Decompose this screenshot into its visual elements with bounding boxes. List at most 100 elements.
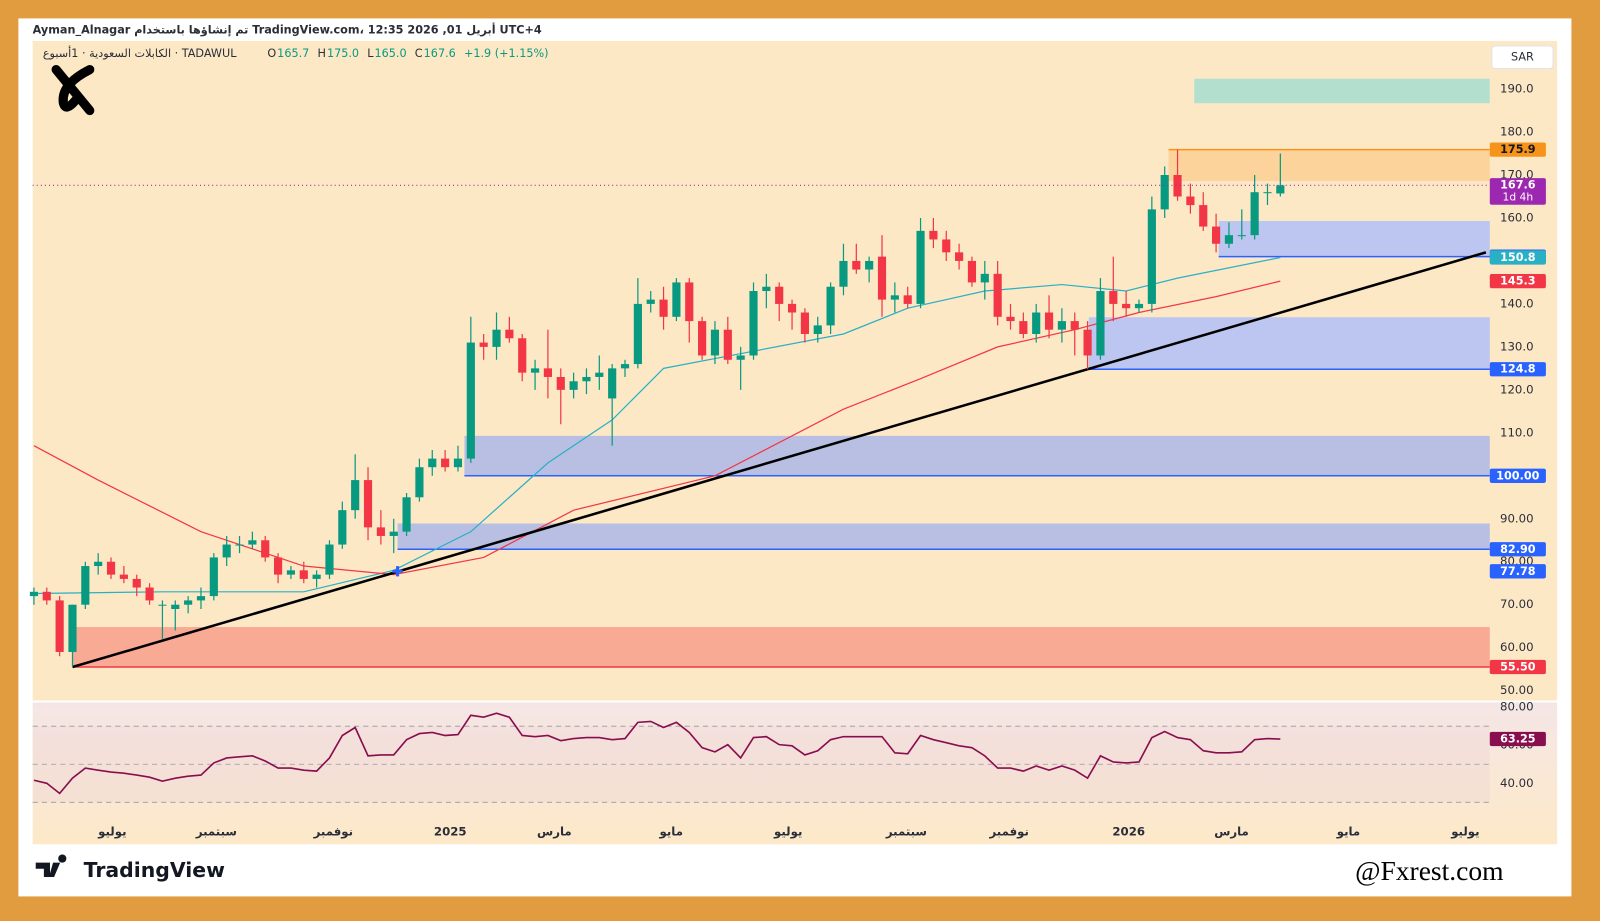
x-tick-label: سبتمبر	[195, 824, 237, 839]
rsi-line	[33, 712, 1281, 795]
zone	[1194, 78, 1490, 104]
candle-body	[338, 510, 347, 545]
zone	[1168, 149, 1490, 182]
candle-body	[106, 561, 116, 575]
candle-body	[736, 355, 745, 360]
candle-body	[582, 376, 591, 382]
candle-body	[916, 230, 925, 304]
candle-body	[1276, 185, 1285, 194]
ma-price-label: 150.8	[1500, 251, 1536, 264]
zone-price-label: 175.9	[1500, 143, 1536, 156]
zone	[72, 627, 1490, 668]
candle-body	[1032, 312, 1041, 334]
candle-body	[1173, 175, 1182, 197]
legend-value: +1.9 (+1.15%)	[464, 47, 549, 60]
candle-body	[492, 329, 501, 347]
legend-value: 167.6	[424, 47, 456, 60]
candle-body	[222, 544, 231, 558]
candle-body	[1199, 205, 1208, 227]
legend-key: O	[267, 47, 276, 60]
rsi-value-box	[1489, 731, 1546, 747]
candle-body	[1250, 192, 1259, 236]
candle-body	[312, 574, 321, 579]
x-tick-label: يوليو	[97, 824, 126, 839]
zone-price-label-box	[1489, 362, 1546, 377]
candle-body	[787, 303, 797, 313]
candle-body	[967, 260, 977, 283]
candle-body	[1096, 291, 1105, 356]
candle-body	[261, 540, 270, 558]
candle-body	[698, 321, 707, 356]
legend-key: C	[415, 47, 423, 60]
candle-body	[376, 527, 385, 536]
candle-body	[94, 561, 103, 567]
watermark: @Fxrest.com	[1355, 855, 1504, 886]
candle-body	[351, 480, 360, 511]
moving-average	[33, 280, 1281, 576]
candle-body	[453, 458, 463, 468]
y-tick-label: 70.00	[1500, 597, 1534, 611]
x-tick-label: مارس	[1214, 824, 1249, 839]
candle-body	[1212, 226, 1221, 244]
candle-body	[1083, 329, 1092, 356]
x-tick-label: نوفمبر	[989, 824, 1029, 839]
candle-body	[1224, 235, 1234, 244]
candle-body	[839, 260, 848, 287]
candle-body	[762, 286, 771, 292]
candle-body	[1186, 196, 1195, 206]
legend-key: L	[367, 47, 374, 60]
moving-average	[33, 256, 1281, 595]
zone-price-label-box	[1489, 542, 1546, 557]
candle-body	[1160, 175, 1169, 210]
candle-body	[826, 286, 835, 326]
candle-body	[659, 299, 668, 317]
candle-body	[1057, 321, 1066, 330]
candle-body	[749, 291, 758, 356]
candle-body	[710, 329, 720, 356]
rsi-tick-label: 80.00	[1500, 700, 1534, 714]
candle-body	[775, 286, 784, 304]
candle-body	[1044, 312, 1054, 330]
y-tick-label: 190.0	[1500, 82, 1534, 96]
current-price-box	[1489, 178, 1546, 205]
candle-body	[402, 497, 411, 532]
candle-body	[877, 256, 887, 300]
zone	[397, 523, 1490, 550]
ma-price-label-box	[1489, 273, 1546, 289]
legend-value: 165.7	[277, 47, 309, 60]
candle-body	[1147, 209, 1156, 304]
candle-body	[479, 342, 488, 347]
candle-body	[556, 376, 565, 390]
y-tick-label: 170.0	[1500, 167, 1534, 181]
candle-body	[865, 260, 874, 270]
rsi-pane	[32, 701, 1558, 845]
candle-body	[955, 252, 964, 261]
price-pane	[32, 40, 1558, 701]
candle-body	[903, 295, 912, 304]
brand: TradingView	[84, 858, 225, 882]
candle-body	[1006, 316, 1015, 322]
candle-body	[132, 578, 141, 588]
candle-body	[608, 368, 617, 399]
candle-body	[620, 364, 630, 369]
symbol: الكابلات السعودية · 1أسبوع · TADAWUL	[43, 46, 237, 61]
candle-body	[543, 368, 552, 377]
candle-body	[929, 230, 938, 240]
ma-price-label: 145.3	[1500, 275, 1535, 288]
candle-body	[196, 596, 206, 601]
candle-body	[42, 591, 51, 601]
candle-body	[723, 329, 732, 360]
candle-body	[209, 557, 218, 597]
zone	[1218, 220, 1490, 257]
trendline	[72, 251, 1487, 669]
logo	[51, 64, 95, 116]
candle-body	[685, 282, 694, 322]
x-tick-label: نوفمبر	[313, 824, 353, 839]
candle-body	[505, 329, 514, 339]
x-tick-label: مايو	[1336, 824, 1360, 839]
candle-body	[1263, 192, 1272, 194]
y-tick-label: 140.0	[1500, 296, 1534, 310]
countdown: 1d 4h	[1503, 191, 1534, 204]
zone-price-label-box	[1489, 142, 1546, 157]
candle-body	[415, 467, 424, 498]
